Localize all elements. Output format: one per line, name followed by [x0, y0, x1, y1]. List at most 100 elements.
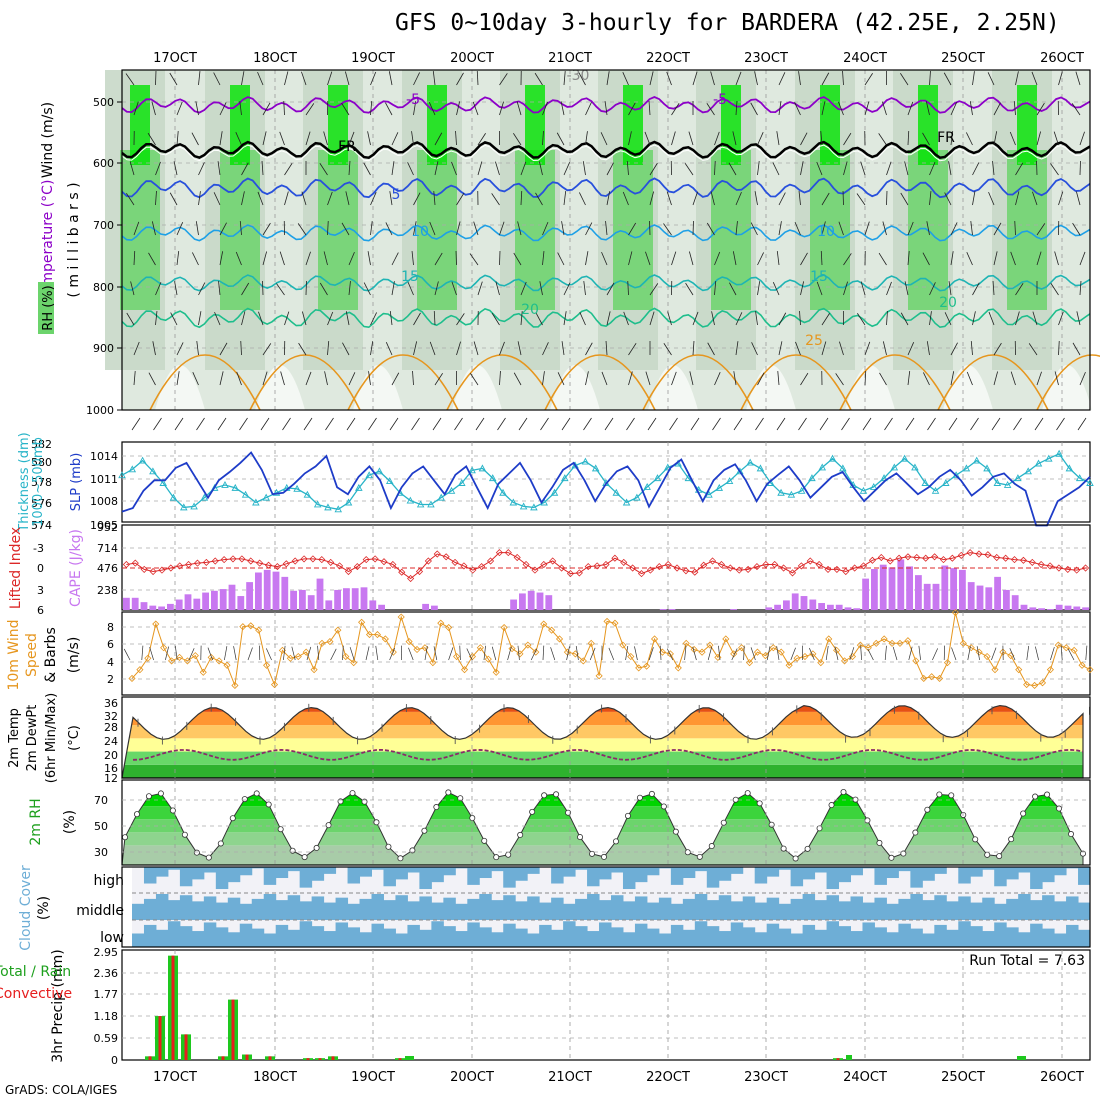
wind-speed-point — [1031, 681, 1039, 690]
cloud-low-bar — [814, 929, 828, 947]
thickness-point — [736, 467, 744, 475]
cloud-middle-bar — [311, 896, 325, 920]
wind-barb — [456, 313, 465, 326]
cloud-middle-bar — [467, 898, 480, 920]
rh-point — [397, 855, 404, 862]
wind-speed-point — [294, 652, 302, 661]
cloud-low-bar — [778, 928, 792, 947]
cloud-low-bar — [910, 928, 923, 947]
thickness-point — [1003, 481, 1012, 488]
cape-bar — [281, 576, 289, 610]
lifted-point — [185, 560, 193, 569]
thickness-point — [190, 502, 198, 510]
wind-barb — [886, 161, 892, 176]
thickness-point — [859, 486, 868, 494]
wind-barb — [671, 251, 677, 266]
wind-barb — [993, 371, 999, 386]
cloud-high-bar — [922, 867, 935, 881]
lifted-point — [140, 565, 148, 573]
rh-point — [660, 803, 667, 810]
lifted-point — [931, 553, 939, 561]
wind-barb — [856, 193, 866, 206]
wind-barb — [155, 311, 158, 326]
wind-barb — [970, 341, 973, 356]
wind-barb-10m — [731, 648, 738, 661]
cape-bar — [959, 569, 966, 610]
wind-barb — [169, 192, 178, 206]
wind-barb — [628, 343, 637, 356]
cape-bar — [219, 589, 227, 610]
thickness-point — [653, 474, 662, 482]
precip-convective-bar — [231, 999, 235, 1060]
lifted-point — [193, 559, 202, 567]
surface-wind-barb — [733, 417, 743, 431]
cloud-low-bar — [203, 922, 217, 947]
wind-barb — [534, 72, 543, 86]
cape-bar — [765, 607, 773, 610]
wind-barb — [345, 311, 350, 326]
cape-bar — [800, 596, 808, 610]
cloud-low-bar — [515, 928, 528, 947]
cloud-low-bar — [982, 931, 995, 947]
wind-barb — [757, 161, 760, 176]
cloud-middle-bar — [455, 903, 468, 920]
cloud-middle-bar — [682, 898, 696, 920]
cloud-high-bar — [467, 867, 480, 885]
wind-barb — [429, 221, 436, 236]
lifted-point — [913, 553, 921, 562]
wind-barb — [370, 341, 374, 356]
cape-bar — [193, 598, 201, 610]
wind-barb-10m — [466, 648, 473, 661]
cloud-middle-bar — [634, 896, 648, 920]
wind-barb — [1015, 162, 1024, 176]
contour-15 — [121, 274, 1091, 292]
cloud-label: Cloud Cover — [18, 865, 34, 951]
wind-barb-10m — [908, 646, 913, 661]
wind-barb — [538, 161, 543, 176]
cloud-middle-bar — [359, 898, 372, 920]
cloud-low-bar — [1006, 927, 1019, 947]
wind-barb — [732, 251, 737, 266]
cloud-high-bar — [838, 867, 851, 883]
cloud-high-bar — [251, 867, 265, 869]
wind-barb — [692, 311, 699, 326]
wind-barb — [477, 133, 486, 146]
wind-barb — [1058, 311, 1064, 326]
thickness-point — [993, 479, 1002, 486]
precip-convective-bar — [836, 1058, 840, 1060]
wind-speed-point — [199, 668, 207, 676]
wind-speed-point — [484, 655, 492, 663]
wind-barb — [606, 311, 611, 326]
wind-barb — [327, 220, 329, 236]
legend-total-rain: Total / Rain — [0, 964, 71, 980]
cloud-low-bar — [479, 927, 492, 947]
thickness-point — [921, 479, 929, 486]
precip-tick-label: 2.36 — [94, 967, 119, 980]
cloud-low-bar — [359, 932, 372, 947]
x-date-label-top: 25OCT — [941, 51, 985, 66]
cloud-high-bar — [143, 867, 157, 884]
wind-speed-point — [920, 674, 928, 683]
cape-bar — [228, 584, 236, 610]
wind-barb — [711, 311, 715, 326]
wind-speed-point — [872, 639, 880, 647]
lifted-point — [460, 562, 468, 570]
cloud-high-bar — [862, 867, 875, 869]
lifted-point — [513, 553, 521, 562]
wind-barb — [821, 341, 827, 356]
surface-wind-barb — [561, 417, 571, 431]
wind-barb — [751, 342, 758, 356]
contour-label: FR — [338, 139, 356, 155]
cape-bar — [730, 609, 737, 610]
thickness-point — [1024, 467, 1032, 475]
wind-barb — [800, 281, 805, 296]
wind-barb — [1050, 163, 1059, 176]
wind-barb — [561, 341, 565, 356]
x-date-label-bottom: 26OCT — [1040, 1070, 1084, 1085]
cloud-high-bar — [814, 867, 828, 873]
rh-point — [265, 801, 272, 808]
rh-point — [193, 849, 200, 856]
lifted-point — [167, 564, 175, 572]
precip-convective-bar — [148, 1056, 152, 1060]
wind-barb — [1015, 283, 1024, 296]
